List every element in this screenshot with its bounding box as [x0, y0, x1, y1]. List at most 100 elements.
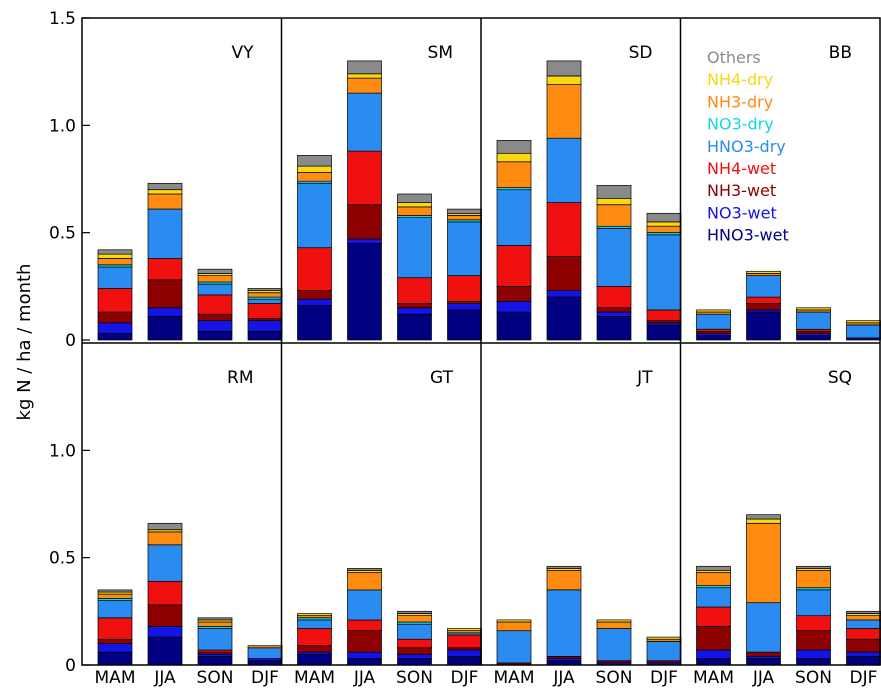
legend-entry-others: Others: [707, 48, 761, 67]
bar-segment-nh4-wet: [596, 285, 632, 309]
bar-segment-others: [247, 288, 283, 291]
y-tick-label: 1.5: [49, 9, 76, 29]
bar-segment-nh4-dry: [646, 221, 682, 227]
bar-segment-nh4-dry: [397, 613, 432, 616]
bar-segment-others: [546, 60, 582, 77]
panel-label-rm: RM: [227, 368, 253, 388]
bar-segment-nh4-dry: [646, 636, 682, 640]
bar-segment-nh4-wet: [297, 247, 332, 291]
legend-entry-nh3-wet: NH3-wet: [707, 181, 776, 200]
bar-segment-no3-wet: [347, 238, 382, 244]
bar-segment-no3-dry: [97, 264, 133, 268]
bar-segment-hno3-wet: [347, 658, 382, 666]
bar-segment-nh4-wet: [247, 303, 283, 319]
legend-entry-no3-wet: NO3-wet: [707, 203, 777, 222]
bar-segment-nh4-wet: [447, 275, 482, 302]
bar-segment-no3-dry: [646, 232, 682, 236]
bar-segment-nh4-dry: [397, 202, 432, 208]
bar-segment-no3-wet: [97, 643, 133, 653]
x-tick-label-mam: MAM: [693, 668, 734, 688]
x-tick-label-djf: DJF: [251, 668, 279, 688]
panel-gt: GT: [297, 368, 482, 666]
y-tick-label: 0: [65, 331, 76, 351]
bar-segment-nh4-wet: [347, 150, 382, 206]
y-tick-label: 0: [65, 656, 76, 676]
bar-segment-others: [147, 522, 183, 531]
bar-stack-rm-son: [197, 617, 233, 666]
panel-rm: RM: [97, 368, 283, 666]
bar-segment-others: [397, 193, 432, 203]
bar-stack-gt-jja: [347, 568, 382, 666]
x-tick-label-son: SON: [596, 668, 633, 688]
bar-segment-nh3-dry: [97, 258, 133, 266]
y-tick-label: 0.5: [49, 549, 76, 569]
bar-segment-nh3-dry: [397, 615, 432, 623]
bar-stack-bb-djf: [846, 320, 881, 341]
x-tick-label-jja: JJA: [752, 668, 775, 688]
bar-segment-others: [97, 249, 133, 255]
panel-sd: SD: [496, 43, 682, 341]
bar-segment-no3-wet: [397, 307, 432, 315]
bar-segment-hno3-dry: [746, 602, 781, 653]
panel-label-gt: GT: [430, 368, 454, 388]
bar-stack-jt-djf: [646, 636, 682, 666]
bar-segment-nh3-dry: [97, 593, 133, 599]
bar-segment-hno3-dry: [397, 217, 432, 279]
x-tick-label-son: SON: [396, 668, 433, 688]
bar-segment-nh3-dry: [147, 531, 183, 546]
bar-stack-sm-mam: [297, 155, 332, 341]
x-tick-label-jja: JJA: [552, 668, 575, 688]
bar-segment-others: [297, 155, 332, 167]
y-axis-title: kg N / ha / month: [14, 264, 35, 421]
bar-segment-others: [696, 565, 731, 571]
bar-segment-hno3-wet: [447, 309, 482, 341]
legend-entry-no3-dry: NO3-dry: [707, 115, 774, 134]
bar-stack-gt-djf: [447, 628, 482, 666]
bar-segment-hno3-dry: [796, 589, 831, 617]
panel-sm: SM: [297, 43, 482, 341]
panel-label-sd: SD: [629, 43, 653, 63]
bar-segment-nh3-dry: [696, 311, 731, 315]
bar-segment-hno3-wet: [197, 331, 233, 341]
bar-segment-hno3-dry: [197, 283, 233, 296]
bar-segment-hno3-dry: [746, 275, 781, 298]
bar-segment-nh3-wet: [347, 204, 382, 240]
bar-stack-jt-jja: [546, 565, 582, 666]
bar-segment-hno3-wet: [696, 335, 731, 341]
bar-stack-sq-mam: [696, 565, 731, 666]
bar-segment-nh3-dry: [646, 225, 682, 233]
x-tick-label-jja: JJA: [153, 668, 176, 688]
bar-segment-nh3-wet: [97, 311, 133, 324]
bar-segment-hno3-wet: [297, 305, 332, 341]
panel-label-vy: VY: [231, 43, 254, 63]
bar-segment-nh4-wet: [147, 580, 183, 606]
bar-segment-nh3-wet: [297, 290, 332, 300]
bar-segment-nh4-wet: [696, 606, 731, 627]
bar-segment-nh4-dry: [696, 309, 731, 313]
bar-segment-others: [496, 140, 532, 154]
bar-segment-no3-wet: [696, 649, 731, 659]
y-tick-label: 0.5: [49, 224, 76, 244]
bar-stack-jt-mam: [496, 619, 532, 666]
bar-segment-nh4-wet: [147, 258, 183, 281]
bar-stack-sd-djf: [646, 212, 682, 341]
bar-segment-nh4-dry: [796, 307, 831, 311]
legend-entry-hno3-wet: HNO3-wet: [707, 226, 789, 245]
bar-stack-sq-son: [796, 565, 831, 666]
bar-segment-nh4-wet: [347, 619, 382, 631]
bar-segment-hno3-wet: [397, 313, 432, 341]
bar-segment-hno3-wet: [197, 656, 233, 666]
bar-segment-hno3-dry: [147, 208, 183, 259]
x-tick-label-mam: MAM: [294, 668, 335, 688]
bar-segment-others: [546, 565, 582, 569]
bar-segment-nh3-dry: [247, 292, 283, 298]
panel-label-sq: SQ: [828, 368, 852, 388]
bar-segment-others: [197, 268, 233, 274]
bar-segment-others: [97, 589, 133, 593]
bar-segment-nh3-dry: [546, 570, 582, 591]
bar-segment-nh3-wet: [746, 303, 781, 311]
legend-entry-nh3-dry: NH3-dry: [707, 92, 773, 111]
bar-segment-hno3-dry: [696, 313, 731, 330]
bar-segment-nh3-dry: [197, 621, 233, 627]
panel-bb: BB: [696, 43, 881, 341]
